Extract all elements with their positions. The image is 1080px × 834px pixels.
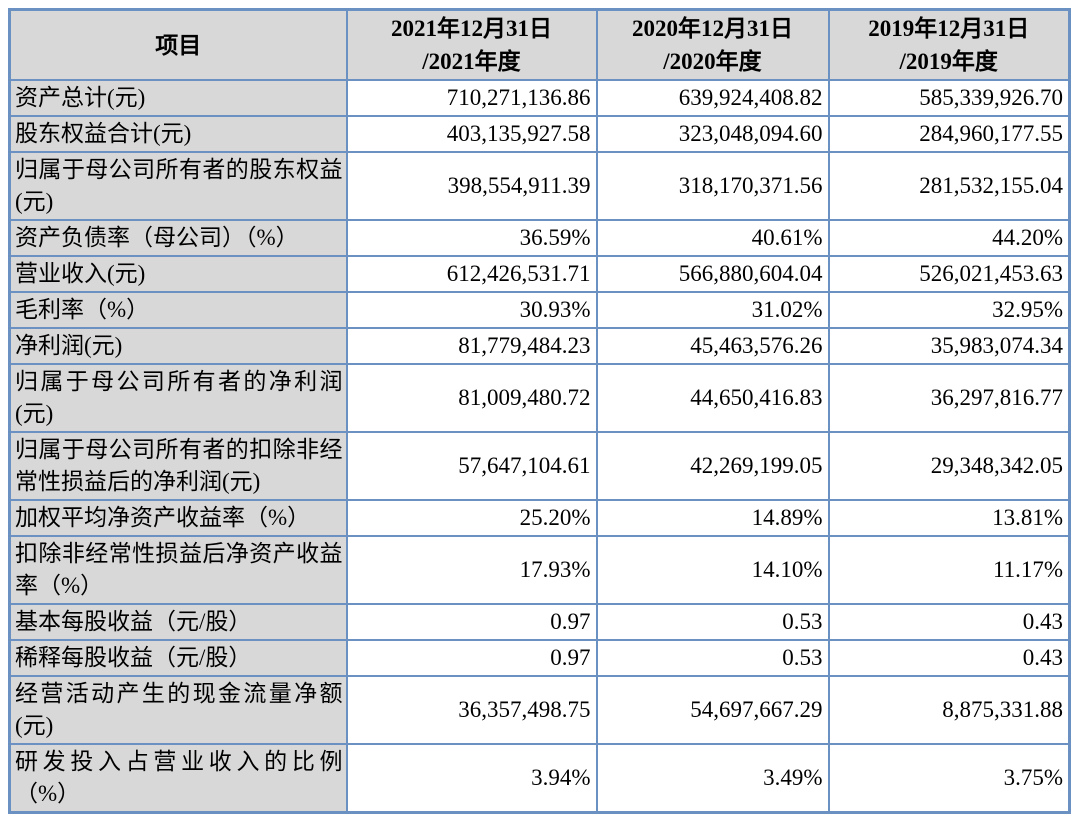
row-label: 稀释每股收益（元/股）	[8, 639, 348, 677]
value-2021: 612,426,531.71	[345, 255, 598, 293]
value-2021: 403,135,927.58	[345, 115, 598, 153]
header-col-2019: 2019年12月31日 /2019年度	[827, 8, 1071, 81]
value-2021: 81,779,484.23	[345, 327, 598, 365]
table-row: 稀释每股收益（元/股） 0.97 0.53 0.43	[8, 639, 1071, 677]
value-2020: 45,463,576.26	[595, 327, 830, 365]
value-2019: 11.17%	[827, 535, 1071, 605]
value-2020: 14.10%	[595, 535, 830, 605]
row-label: 归属于母公司所有者的净利润(元)	[8, 363, 348, 433]
table-row: 加权平均净资产收益率（%） 25.20% 14.89% 13.81%	[8, 499, 1071, 537]
value-2020: 639,924,408.82	[595, 79, 830, 117]
row-label: 净利润(元)	[8, 327, 348, 365]
value-2020: 566,880,604.04	[595, 255, 830, 293]
table-row: 基本每股收益（元/股） 0.97 0.53 0.43	[8, 603, 1071, 641]
table-row: 营业收入(元) 612,426,531.71 566,880,604.04 52…	[8, 255, 1071, 293]
header-item-column: 项目	[8, 8, 348, 81]
value-2019: 0.43	[827, 639, 1071, 677]
value-2020: 40.61%	[595, 219, 830, 257]
value-2019: 526,021,453.63	[827, 255, 1071, 293]
value-2021: 57,647,104.61	[345, 431, 598, 501]
value-2021: 25.20%	[345, 499, 598, 537]
row-label: 股东权益合计(元)	[8, 115, 348, 153]
value-2019: 32.95%	[827, 291, 1071, 329]
value-2020: 54,697,667.29	[595, 675, 830, 745]
row-label: 资产负债率（母公司）（%）	[8, 219, 348, 257]
value-2020: 318,170,371.56	[595, 151, 830, 221]
value-2021: 36.59%	[345, 219, 598, 257]
row-label: 加权平均净资产收益率（%）	[8, 499, 348, 537]
value-2021: 30.93%	[345, 291, 598, 329]
value-2021: 0.97	[345, 603, 598, 641]
table-row: 资产负债率（母公司）（%） 36.59% 40.61% 44.20%	[8, 219, 1071, 257]
value-2021: 36,357,498.75	[345, 675, 598, 745]
value-2021: 81,009,480.72	[345, 363, 598, 433]
table-row: 股东权益合计(元) 403,135,927.58 323,048,094.60 …	[8, 115, 1071, 153]
value-2021: 0.97	[345, 639, 598, 677]
value-2021: 398,554,911.39	[345, 151, 598, 221]
value-2019: 36,297,816.77	[827, 363, 1071, 433]
table-row: 净利润(元) 81,779,484.23 45,463,576.26 35,98…	[8, 327, 1071, 365]
value-2019: 44.20%	[827, 219, 1071, 257]
table-row: 毛利率（%） 30.93% 31.02% 32.95%	[8, 291, 1071, 329]
value-2021: 710,271,136.86	[345, 79, 598, 117]
table-row: 研发投入占营业收入的比例（%） 3.94% 3.49% 3.75%	[8, 743, 1071, 814]
table-body: 资产总计(元) 710,271,136.86 639,924,408.82 58…	[8, 79, 1071, 814]
row-label: 归属于母公司所有者的扣除非经常性损益后的净利润(元)	[8, 431, 348, 501]
value-2019: 35,983,074.34	[827, 327, 1071, 365]
value-2019: 8,875,331.88	[827, 675, 1071, 745]
value-2019: 0.43	[827, 603, 1071, 641]
value-2020: 14.89%	[595, 499, 830, 537]
value-2020: 0.53	[595, 603, 830, 641]
row-label: 研发投入占营业收入的比例（%）	[8, 743, 348, 814]
financial-summary-table: 项目 2021年12月31日 /2021年度 2020年12月31日 /2020…	[8, 8, 1071, 814]
value-2019: 13.81%	[827, 499, 1071, 537]
row-label: 归属于母公司所有者的股东权益(元)	[8, 151, 348, 221]
value-2020: 0.53	[595, 639, 830, 677]
value-2019: 585,339,926.70	[827, 79, 1071, 117]
value-2019: 3.75%	[827, 743, 1071, 814]
row-label: 营业收入(元)	[8, 255, 348, 293]
table-header-row: 项目 2021年12月31日 /2021年度 2020年12月31日 /2020…	[8, 8, 1071, 81]
value-2020: 42,269,199.05	[595, 431, 830, 501]
row-label: 经营活动产生的现金流量净额(元)	[8, 675, 348, 745]
value-2020: 31.02%	[595, 291, 830, 329]
row-label: 基本每股收益（元/股）	[8, 603, 348, 641]
row-label: 扣除非经常性损益后净资产收益率（%）	[8, 535, 348, 605]
row-label: 毛利率（%）	[8, 291, 348, 329]
value-2020: 323,048,094.60	[595, 115, 830, 153]
table-row: 归属于母公司所有者的股东权益(元) 398,554,911.39 318,170…	[8, 151, 1071, 221]
table-row: 归属于母公司所有者的扣除非经常性损益后的净利润(元) 57,647,104.61…	[8, 431, 1071, 501]
value-2019: 284,960,177.55	[827, 115, 1071, 153]
table-row: 归属于母公司所有者的净利润(元) 81,009,480.72 44,650,41…	[8, 363, 1071, 433]
table-row: 经营活动产生的现金流量净额(元) 36,357,498.75 54,697,66…	[8, 675, 1071, 745]
value-2020: 44,650,416.83	[595, 363, 830, 433]
value-2019: 281,532,155.04	[827, 151, 1071, 221]
value-2021: 17.93%	[345, 535, 598, 605]
value-2019: 29,348,342.05	[827, 431, 1071, 501]
value-2021: 3.94%	[345, 743, 598, 814]
value-2020: 3.49%	[595, 743, 830, 814]
table-row: 资产总计(元) 710,271,136.86 639,924,408.82 58…	[8, 79, 1071, 117]
header-col-2021: 2021年12月31日 /2021年度	[345, 8, 598, 81]
table-row: 扣除非经常性损益后净资产收益率（%） 17.93% 14.10% 11.17%	[8, 535, 1071, 605]
header-col-2020: 2020年12月31日 /2020年度	[595, 8, 830, 81]
row-label: 资产总计(元)	[8, 79, 348, 117]
